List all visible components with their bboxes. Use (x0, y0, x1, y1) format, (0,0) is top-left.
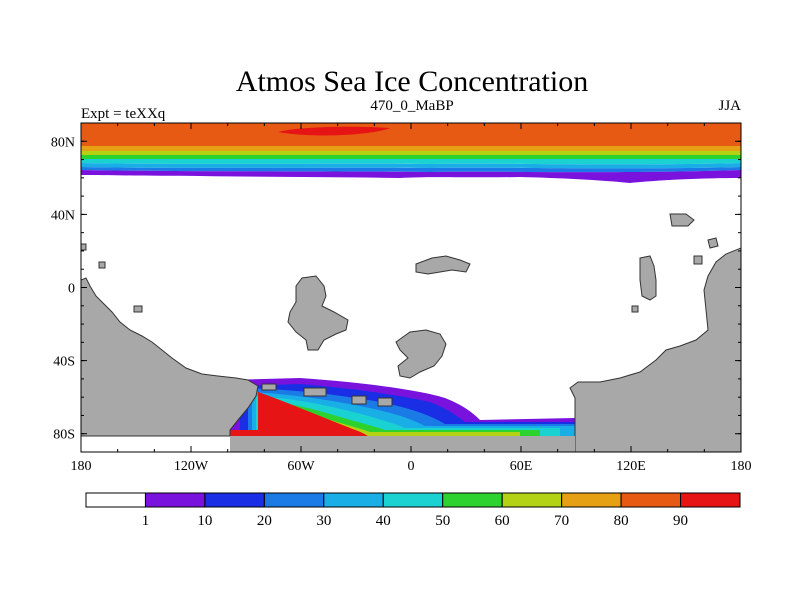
land-antarctic-shelf-a (303, 387, 327, 397)
land-antarctic-shelf-d (261, 383, 277, 391)
island-east-small (639, 255, 657, 301)
lat-tick-label: 40N (51, 208, 75, 223)
ice-band-80 (81, 123, 741, 146)
colorbar-label: 60 (495, 513, 510, 529)
island-east-north (415, 255, 471, 275)
land-masses (81, 213, 741, 452)
lon-tick-label: 180 (731, 459, 752, 474)
ice-band-40 (81, 159, 741, 165)
lon-tick-label: 60W (287, 459, 315, 474)
colorbar-label: 1 (142, 513, 150, 529)
colorbar-swatch (204, 492, 265, 508)
island-far-east-bits (81, 237, 719, 313)
arctic-sea-ice (81, 123, 741, 183)
colorbar-label: 20 (257, 513, 272, 529)
lat-tick-label: 80N (51, 135, 75, 150)
land-antarctic-shelf-c (377, 397, 393, 407)
island-far-east-north (669, 213, 695, 227)
ice-band-70 (81, 146, 741, 151)
map-plot-area (81, 123, 741, 452)
land-west-continent (81, 277, 259, 437)
lat-tick-label: 40S (53, 355, 75, 370)
colorbar-swatch (680, 492, 741, 508)
time-label: 470_0_MaBP (370, 98, 453, 114)
ice-band-10 (81, 170, 741, 183)
island-central-south (395, 329, 447, 379)
season-label: JJA (718, 98, 741, 114)
land-antarctic-shelf-b (351, 395, 367, 405)
ice-band-20 (81, 167, 741, 173)
colorbar-label: 40 (376, 513, 391, 529)
lon-tick-label: 180 (71, 459, 92, 474)
ice-band-30 (81, 163, 741, 169)
island-central-north (287, 275, 349, 351)
lat-tick-label: 0 (68, 282, 75, 297)
lon-tick-label: 60E (510, 459, 533, 474)
colorbar-swatch (561, 492, 622, 508)
latitude-axis: 80N 40N 0 40S 80S (51, 122, 741, 453)
lon-tick-label: 0 (408, 459, 415, 474)
colorbar-label: 50 (435, 513, 450, 529)
ice-band-60 (81, 151, 741, 155)
colorbar-swatch (382, 492, 444, 508)
lon-tick-label: 120W (174, 459, 209, 474)
ice-southern-90 (230, 392, 368, 436)
colorbar-label: 30 (316, 513, 331, 529)
experiment-label: Expt = teXXq (81, 106, 166, 122)
colorbar-label: 90 (673, 513, 688, 529)
map-title: Atmos Sea Ice Concentration (236, 65, 588, 98)
ice-band-50 (81, 155, 741, 159)
colorbar-swatch (323, 492, 384, 508)
colorbar-label: 10 (197, 513, 212, 529)
colorbar-label: 70 (554, 513, 569, 529)
colorbar-swatch (85, 492, 146, 508)
lon-tick-label: 120E (616, 459, 646, 474)
land-east-continent (569, 247, 741, 452)
colorbar-swatch (442, 492, 503, 508)
colorbar: 1 10 20 30 40 50 60 70 80 90 (85, 492, 741, 529)
land-east-south-strip (230, 436, 575, 452)
colorbar-label: 80 (614, 513, 629, 529)
colorbar-swatch (501, 492, 563, 508)
colorbar-swatch (144, 492, 206, 508)
ice-patch-90-arctic (278, 126, 390, 136)
lat-tick-label: 80S (53, 428, 75, 443)
longitude-axis: 180 120W 60W 0 60E 120E 180 (71, 123, 752, 474)
colorbar-swatch (620, 492, 682, 508)
colorbar-swatch (263, 492, 325, 508)
